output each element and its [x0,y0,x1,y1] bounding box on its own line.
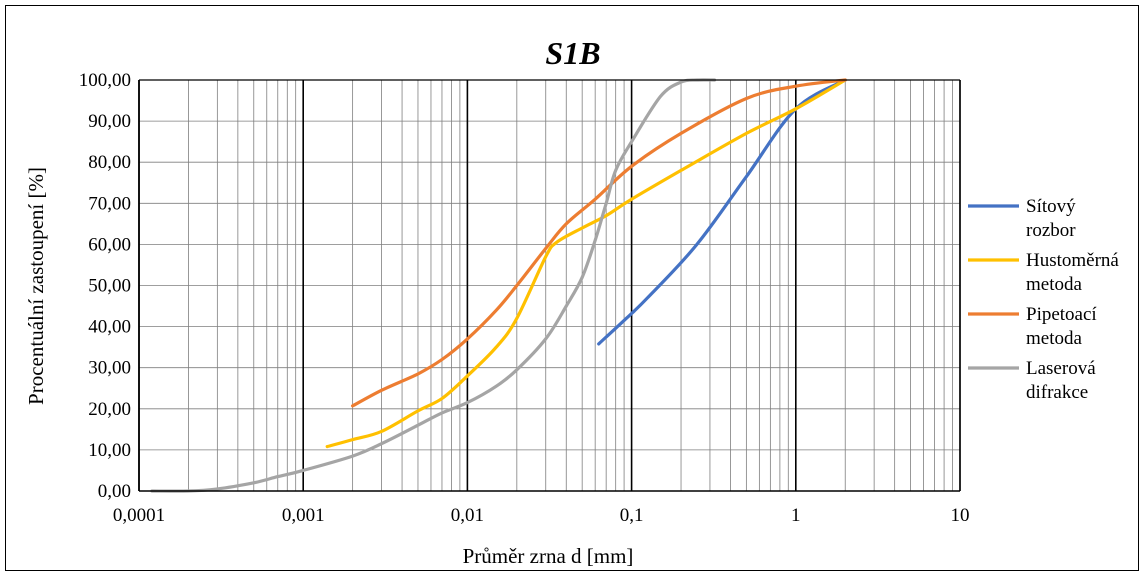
series-line-4 [150,78,717,493]
legend-entry: Hustoměrná metoda [968,250,1119,295]
y-tick-label: 30,00 [88,358,131,379]
y-axis-label: Procentuální zastoupení [%] [24,167,48,405]
legend-label: Hustoměrná metoda [1026,250,1119,295]
x-axis-label: Průměr zrna d [mm] [463,544,634,568]
series-line-2 [325,78,847,449]
y-tick-label: 20,00 [88,399,131,420]
y-tick-label: 40,00 [88,317,131,338]
series-lines [150,78,847,493]
legend: Sítový rozbor Hustoměrná metoda Pipetoací met… [968,196,1119,403]
series-line-3 [351,78,847,408]
y-tick-label: 10,00 [88,440,131,461]
legend-label: Sítový rozbor [1026,196,1076,241]
y-tick-label: 60,00 [88,234,131,255]
x-tick-label: 0,01 [451,505,484,526]
minor-gridlines [139,79,960,492]
chart-title: S1B [545,35,600,71]
y-tick-label: 50,00 [88,276,131,297]
y-tick-label: 100,00 [79,70,131,91]
y-tick-label: 0,00 [98,481,131,502]
legend-entry: Sítový rozbor [968,196,1076,241]
tick-labels: 0,0001 0,001 0,01 0,1 1 100,0010,0020,0030,00… [79,70,970,526]
x-tick-label: 0,0001 [113,505,165,526]
legend-label: Laserová difrakce [1026,358,1096,403]
y-tick-label: 70,00 [88,193,131,214]
x-tick-label: 0,001 [282,505,325,526]
chart-frame: 0,0001 0,001 0,01 0,1 1 10 0,00 10,00 20,00 30,00… [5,5,1139,571]
legend-entry: Laserová difrakce [968,358,1096,403]
x-tick-label: 1 [791,505,801,526]
y-tick-label: 90,00 [88,111,131,132]
x-tick-label: 0,1 [620,505,644,526]
x-tick-label: 10 [951,505,970,526]
chart-svg: 0,0001 0,001 0,01 0,1 1 100,0010,0020,0030,00… [24,35,1119,568]
axes [138,79,961,492]
legend-entry: Pipetoací metoda [968,304,1097,349]
y-tick-label: 80,00 [88,152,131,173]
legend-label: Pipetoací metoda [1026,304,1097,349]
series-line-1 [597,78,847,346]
